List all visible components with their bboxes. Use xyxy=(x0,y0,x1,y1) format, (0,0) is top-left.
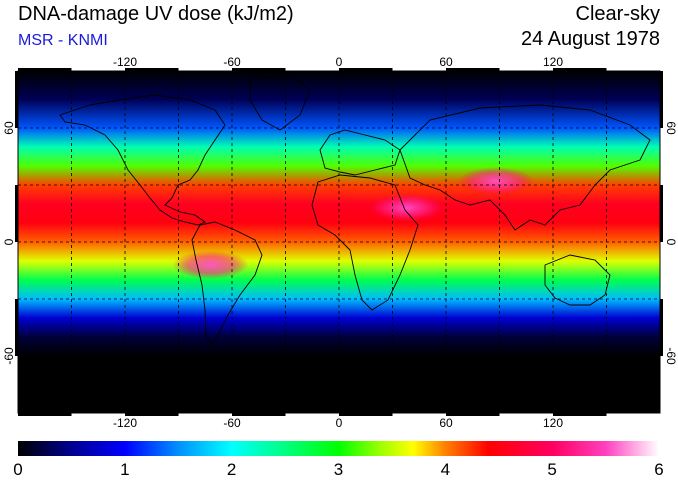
lon-tick-label-bottom: 120 xyxy=(543,416,563,430)
europe-coast xyxy=(319,129,401,176)
border-check xyxy=(339,413,393,416)
lat-tick-label-left: 0 xyxy=(2,238,16,245)
australia-coast xyxy=(544,254,611,306)
hotspot xyxy=(172,250,249,279)
south-america-coast xyxy=(191,221,263,346)
lon-tick-label-top: 60 xyxy=(439,55,453,69)
asia-coast xyxy=(399,104,651,231)
border-check xyxy=(553,413,607,416)
lon-tick-label-top: -60 xyxy=(223,55,241,69)
lon-tick-label-bottom: 0 xyxy=(336,416,343,430)
lon-tick-label-bottom: -60 xyxy=(223,416,241,430)
colorbar-tick-label: 1 xyxy=(120,460,129,479)
border-check xyxy=(660,299,663,356)
border-check xyxy=(15,185,18,242)
border-check xyxy=(339,68,393,71)
border-check xyxy=(125,413,179,416)
border-check xyxy=(125,68,179,71)
lon-tick-label-bottom: 60 xyxy=(439,416,453,430)
colorbar-tick-label: 3 xyxy=(334,460,343,479)
colorbar-tick-label: 5 xyxy=(547,460,556,479)
border-check xyxy=(660,71,663,128)
border-check xyxy=(15,299,18,356)
border-check xyxy=(553,68,607,71)
border-check xyxy=(18,68,72,71)
colorbar-labels: 0 1 2 3 4 5 6 xyxy=(13,460,663,479)
border-check xyxy=(15,71,18,128)
hotspot xyxy=(457,167,534,196)
colorbar-tick-label: 6 xyxy=(654,460,663,479)
greenland-coast xyxy=(249,74,311,131)
border-check xyxy=(660,185,663,242)
colorbar xyxy=(18,441,659,456)
border-check xyxy=(232,413,286,416)
africa-coast xyxy=(311,174,419,311)
condition-label: Clear-sky xyxy=(575,3,660,25)
map-border-checks xyxy=(15,68,663,416)
axis-tick-labels: -120 -120 -60 -60 0 0 60 60 120 120 -60 -60 0 0 60 60 xyxy=(2,55,678,430)
source-label: MSR - KNMI xyxy=(18,32,108,49)
graticule xyxy=(18,71,660,413)
lon-tick-label-top: 0 xyxy=(336,55,343,69)
colorbar-tick-label: 0 xyxy=(13,460,22,479)
map-title: DNA-damage UV dose (kJ/m2) xyxy=(18,3,294,25)
colorbar-tick-label: 4 xyxy=(441,460,450,479)
lat-tick-label-right: -60 xyxy=(664,347,678,365)
border-check xyxy=(446,413,500,416)
lat-tick-label-right: 60 xyxy=(664,121,678,135)
lat-tick-label-left: -60 xyxy=(2,347,16,365)
border-check xyxy=(232,68,286,71)
lat-tick-label-left: 60 xyxy=(2,121,16,135)
date-label: 24 August 1978 xyxy=(520,28,660,50)
lon-tick-label-top: -120 xyxy=(113,55,137,69)
border-check xyxy=(18,413,72,416)
lon-tick-label-top: 120 xyxy=(543,55,563,69)
lon-tick-label-bottom: -120 xyxy=(113,416,137,430)
hotspot xyxy=(368,193,445,222)
hotspots-layer xyxy=(172,167,534,279)
lat-tick-label-right: 0 xyxy=(664,239,678,246)
antarctica-coast xyxy=(17,391,661,401)
colorbar-tick-label: 2 xyxy=(227,460,236,479)
border-check xyxy=(446,68,500,71)
